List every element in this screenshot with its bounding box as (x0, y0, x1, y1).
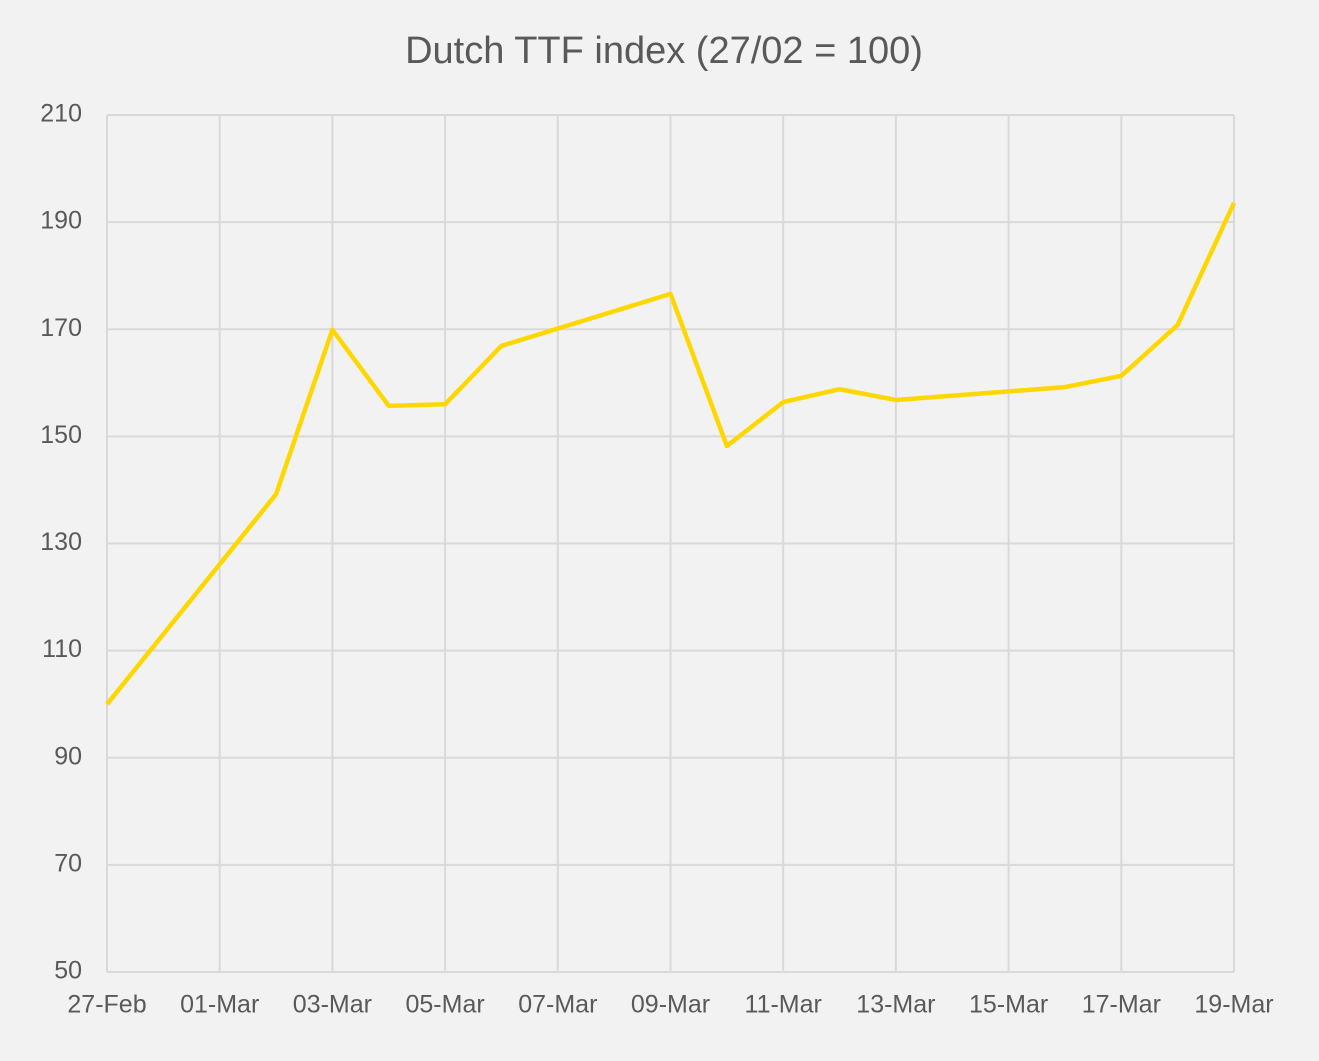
y-tick-label: 190 (40, 207, 82, 235)
x-tick-label: 19-Mar (1194, 991, 1273, 1019)
x-tick-label: 09-Mar (631, 991, 710, 1019)
x-tick-label: 01-Mar (180, 991, 259, 1019)
x-tick-label: 03-Mar (293, 991, 372, 1019)
chart-title: Dutch TTF index (27/02 = 100) (405, 30, 923, 72)
x-tick-label: 13-Mar (856, 991, 935, 1019)
y-tick-label: 210 (40, 100, 82, 128)
x-tick-label: 27-Feb (67, 991, 146, 1019)
y-tick-label: 50 (54, 957, 82, 985)
y-tick-label: 130 (40, 528, 82, 556)
y-tick-label: 150 (40, 421, 82, 449)
x-tick-label: 15-Mar (969, 991, 1048, 1019)
y-tick-label: 90 (54, 742, 82, 770)
y-tick-label: 70 (54, 849, 82, 877)
data-line (105, 201, 1237, 706)
y-tick-label: 170 (40, 314, 82, 342)
x-tick-label: 07-Mar (518, 991, 597, 1019)
x-tick-label: 05-Mar (406, 991, 485, 1019)
y-tick-label: 110 (42, 635, 82, 663)
x-tick-label: 11-Mar (745, 991, 822, 1019)
x-tick-label: 17-Mar (1082, 991, 1161, 1019)
